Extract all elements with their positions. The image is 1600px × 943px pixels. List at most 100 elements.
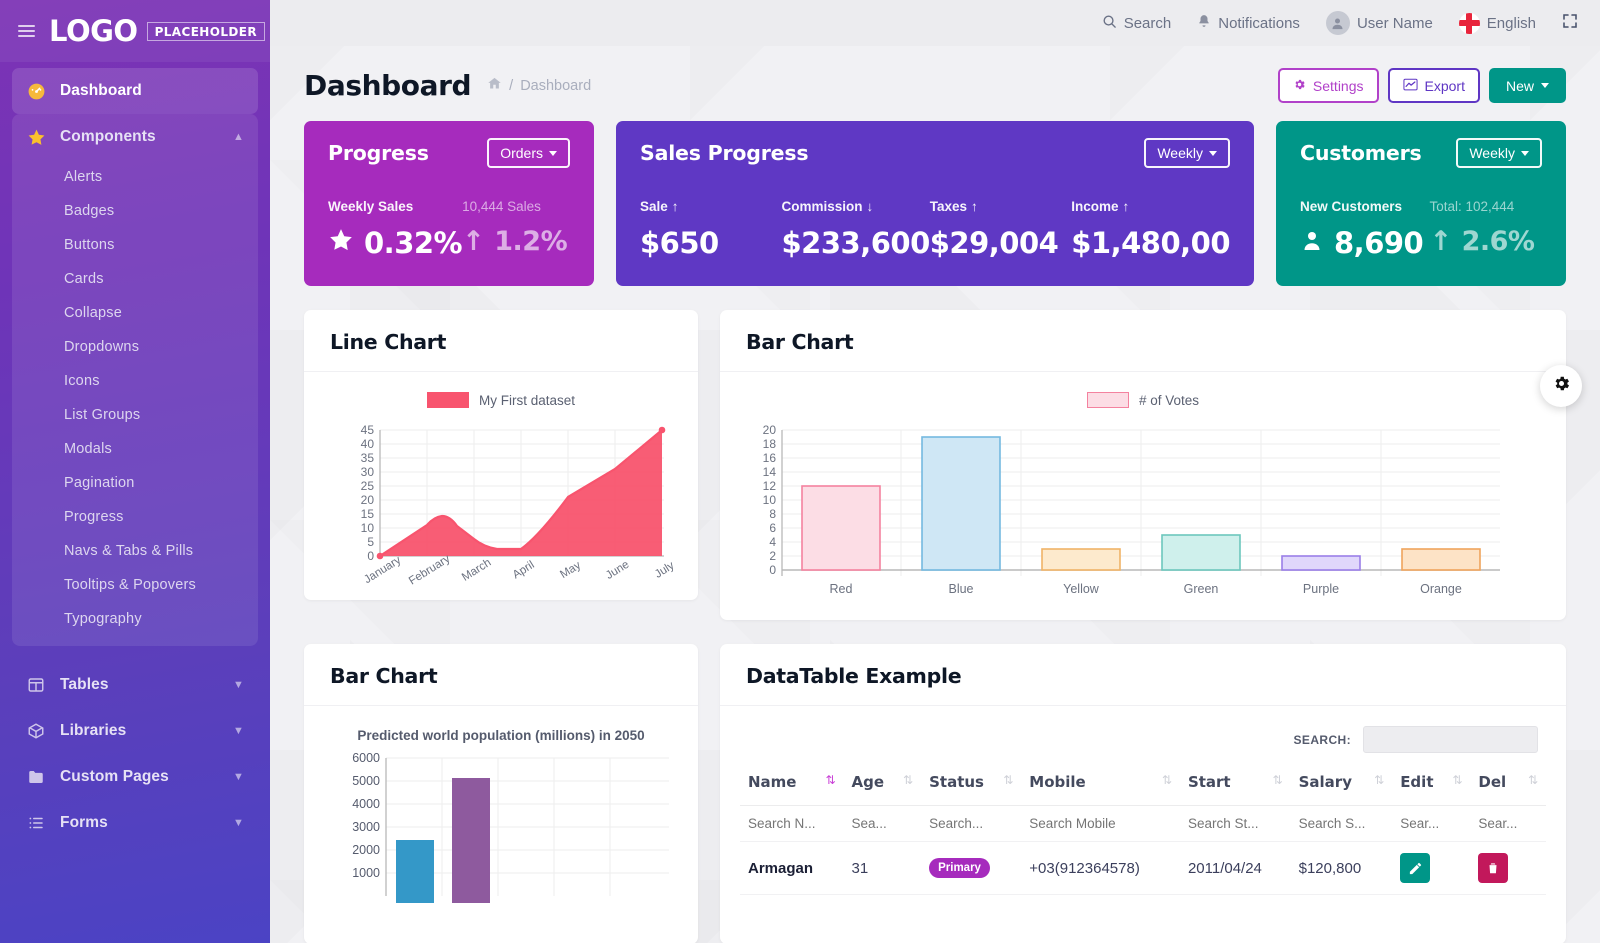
sort-icon[interactable]: ⇅	[1161, 773, 1172, 787]
column-header-edit[interactable]: ⇅ Edit	[1392, 767, 1471, 806]
sidebar-subitem-progress[interactable]: Progress	[64, 509, 124, 525]
page-content: Dashboard / Dashboard Settings	[270, 46, 1600, 943]
card-sales-body: Sale ↑ $650 Commission ↓ $233,600	[616, 181, 1254, 286]
card-progress: Progress Orders Weekly Sales	[304, 121, 594, 286]
metric-label: Commission ↓	[781, 199, 929, 214]
sidebar-subitem-modals[interactable]: Modals	[64, 441, 112, 457]
sidebar-subitem-cards[interactable]: Cards	[64, 271, 104, 287]
sidebar-item-tables[interactable]: Tables ▼	[12, 662, 258, 708]
new-button-label: New	[1505, 77, 1534, 94]
filter-input-mobile[interactable]	[1029, 816, 1172, 831]
breadcrumb: / Dashboard	[487, 76, 591, 95]
sort-icon[interactable]: ⇅	[903, 773, 914, 787]
sort-icon[interactable]: ⇅	[1452, 773, 1463, 787]
new-button[interactable]: New	[1488, 68, 1566, 103]
sidebar-item-components[interactable]: Components ▲	[12, 114, 258, 160]
sidebar-subitem-dropdowns[interactable]: Dropdowns	[64, 339, 140, 355]
bar-chart-2-canvas[interactable]: 6000 5000 4000 3000 2000 1000	[324, 751, 678, 908]
filter-input-salary[interactable]	[1298, 816, 1385, 831]
svg-text:2: 2	[769, 549, 776, 563]
metric-label-text: Income	[1071, 199, 1119, 214]
table-row[interactable]: Armagan 31 Primary +03(912364578) 2011/0…	[740, 841, 1546, 895]
filter-input-status[interactable]	[929, 816, 1014, 831]
arrow-up-icon: ↑	[462, 226, 485, 257]
sidebar-subitem-navs-tabs-pills[interactable]: Navs & Tabs & Pills	[64, 543, 194, 559]
svg-text:10: 10	[763, 493, 777, 507]
card-progress-secondary: 10,444 Sales ↑ 1.2%	[462, 199, 570, 260]
edit-row-button[interactable]	[1400, 853, 1431, 883]
sidebar-item-label: Forms	[60, 814, 108, 831]
settings-button[interactable]: Settings	[1277, 68, 1379, 103]
card-customers-sub-value: 2.6%	[1461, 226, 1535, 257]
metric-sale: Sale ↑ $650	[640, 199, 781, 260]
svg-text:May: May	[558, 559, 583, 581]
sidebar-subitem-alerts[interactable]: Alerts	[64, 169, 103, 185]
column-header-status[interactable]: ⇅ Status	[921, 767, 1022, 806]
sidebar-subitem-badges[interactable]: Badges	[64, 203, 115, 219]
fullscreen-button[interactable]	[1562, 13, 1578, 33]
export-button[interactable]: Export	[1387, 68, 1480, 103]
card-progress-sub-value: 1.2%	[494, 226, 568, 257]
column-header-mobile[interactable]: ⇅ Mobile	[1021, 767, 1180, 806]
card-sales-dropdown[interactable]: Weekly	[1144, 138, 1230, 168]
datatable-search-input[interactable]	[1363, 726, 1538, 753]
column-header-salary[interactable]: ⇅ Salary	[1290, 767, 1393, 806]
column-header-age[interactable]: ⇅ Age	[843, 767, 922, 806]
sidebar-subitem-buttons[interactable]: Buttons	[64, 237, 115, 253]
metric-label-text: Commission	[781, 199, 863, 214]
user-menu[interactable]: User Name	[1325, 11, 1433, 35]
chevron-down-icon: ▼	[233, 817, 244, 829]
arrow-up-icon: ↑	[671, 199, 679, 214]
sort-icon[interactable]: ⇅	[825, 773, 836, 787]
search-button[interactable]: Search	[1102, 14, 1171, 33]
sidebar-group-components: Components ▲ Alerts Badges Buttons Cards…	[12, 114, 258, 646]
card-customers-dropdown[interactable]: Weekly	[1456, 138, 1542, 168]
settings-button-label: Settings	[1312, 77, 1364, 94]
sidebar-item-forms[interactable]: Forms ▼	[12, 800, 258, 846]
card-progress-sub-label: 10,444 Sales	[462, 199, 541, 214]
menu-toggle-icon[interactable]	[18, 25, 35, 37]
delete-row-button[interactable]	[1478, 853, 1509, 883]
column-header-name[interactable]: ⇅ Name	[740, 767, 844, 806]
sidebar-item-dashboard[interactable]: Dashboard	[12, 68, 258, 114]
card-progress-dropdown[interactable]: Orders	[487, 138, 570, 168]
svg-text:Red: Red	[830, 582, 853, 596]
theme-settings-fab[interactable]	[1540, 365, 1582, 407]
filter-input-name[interactable]	[748, 816, 836, 831]
logo[interactable]: LOGO PLACEHOLDER	[49, 13, 265, 48]
sidebar-item-libraries[interactable]: Libraries ▼	[12, 708, 258, 754]
sidebar-subitem-typography[interactable]: Typography	[64, 611, 142, 627]
notifications-button[interactable]: Notifications	[1197, 13, 1300, 33]
filter-input-edit[interactable]	[1400, 816, 1463, 831]
language-label: English	[1486, 14, 1536, 32]
metric-value: $233,600	[781, 226, 930, 260]
sidebar-subitem-list-groups[interactable]: List Groups	[64, 407, 141, 423]
home-icon[interactable]	[487, 76, 502, 95]
charts-row-1: Line Chart My First dataset	[304, 310, 1566, 620]
filter-input-age[interactable]	[851, 816, 914, 831]
star-icon	[328, 226, 354, 260]
line-chart-canvas[interactable]: 45 40 35 30 25 20 15 10 5 0 Janu	[324, 416, 678, 596]
sidebar-subitem-icons[interactable]: Icons	[64, 373, 100, 389]
column-header-start[interactable]: ⇅ Start	[1179, 767, 1291, 806]
svg-text:20: 20	[763, 423, 777, 437]
sort-icon[interactable]: ⇅	[1003, 773, 1014, 787]
card-customers-value: 8,690	[1334, 226, 1424, 260]
sidebar-item-custom-pages[interactable]: Custom Pages ▼	[12, 754, 258, 800]
sidebar-subitem-tooltips-popovers[interactable]: Tooltips & Popovers	[64, 577, 196, 593]
filter-input-start[interactable]	[1187, 816, 1283, 831]
star-icon	[26, 127, 46, 147]
sort-icon[interactable]: ⇅	[1527, 773, 1538, 787]
column-header-del[interactable]: ⇅ Del	[1470, 767, 1546, 806]
language-selector[interactable]: English	[1458, 12, 1536, 34]
svg-text:20: 20	[361, 493, 375, 507]
sort-icon[interactable]: ⇅	[1374, 773, 1385, 787]
svg-text:45: 45	[361, 423, 375, 437]
sidebar-subitem-pagination[interactable]: Pagination	[64, 475, 135, 491]
filter-input-del[interactable]	[1478, 816, 1538, 831]
filter-cell-name	[740, 805, 844, 842]
logo-text: LOGO	[49, 13, 138, 48]
sidebar-subitem-collapse[interactable]: Collapse	[64, 305, 123, 321]
sort-icon[interactable]: ⇅	[1272, 773, 1283, 787]
